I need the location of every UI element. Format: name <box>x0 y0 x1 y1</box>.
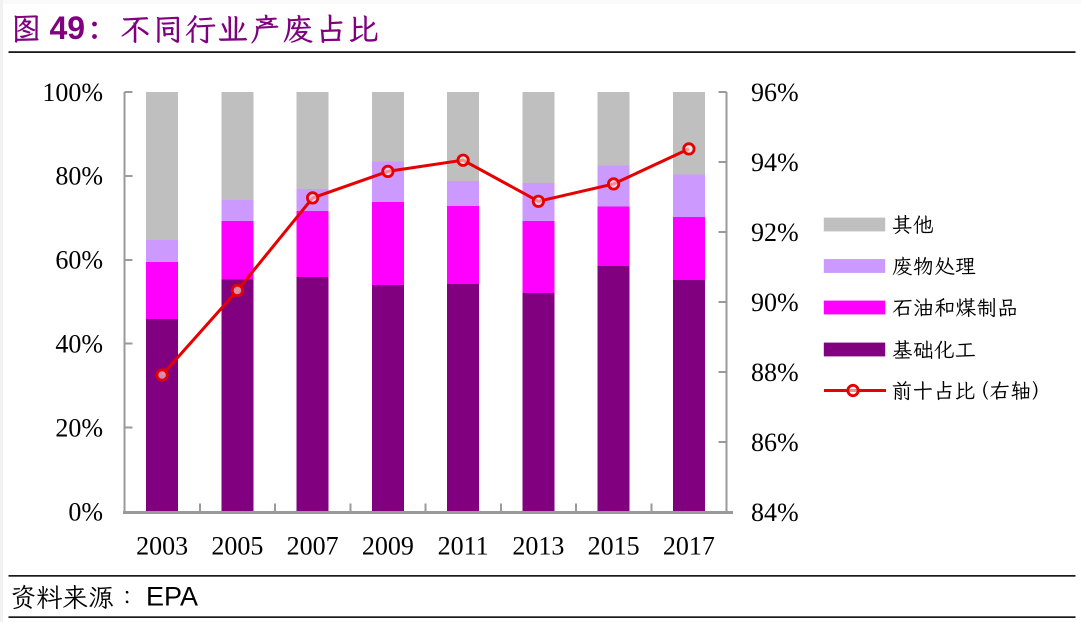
svg-text:90%: 90% <box>751 288 799 317</box>
svg-text:EPA: EPA <box>146 581 198 611</box>
svg-text:96%: 96% <box>751 78 799 107</box>
svg-text:2011: 2011 <box>438 532 489 561</box>
svg-text:92%: 92% <box>751 218 799 247</box>
svg-text:2009: 2009 <box>362 532 414 561</box>
svg-text:60%: 60% <box>55 246 103 275</box>
svg-text:0%: 0% <box>68 497 103 526</box>
svg-text:2015: 2015 <box>588 532 640 561</box>
svg-text:49: 49 <box>50 10 86 46</box>
svg-text:2005: 2005 <box>211 532 263 561</box>
svg-text:20%: 20% <box>55 413 103 442</box>
svg-text:40%: 40% <box>55 330 103 359</box>
svg-text:2017: 2017 <box>663 532 715 561</box>
svg-text:86%: 86% <box>751 428 799 457</box>
svg-text:80%: 80% <box>55 162 103 191</box>
svg-text:84%: 84% <box>751 498 799 527</box>
svg-text:100%: 100% <box>42 78 103 107</box>
svg-text:88%: 88% <box>751 358 799 387</box>
svg-text:2003: 2003 <box>136 532 188 561</box>
svg-text:2007: 2007 <box>287 532 339 561</box>
svg-text:2013: 2013 <box>512 532 564 561</box>
svg-text:94%: 94% <box>751 148 799 177</box>
